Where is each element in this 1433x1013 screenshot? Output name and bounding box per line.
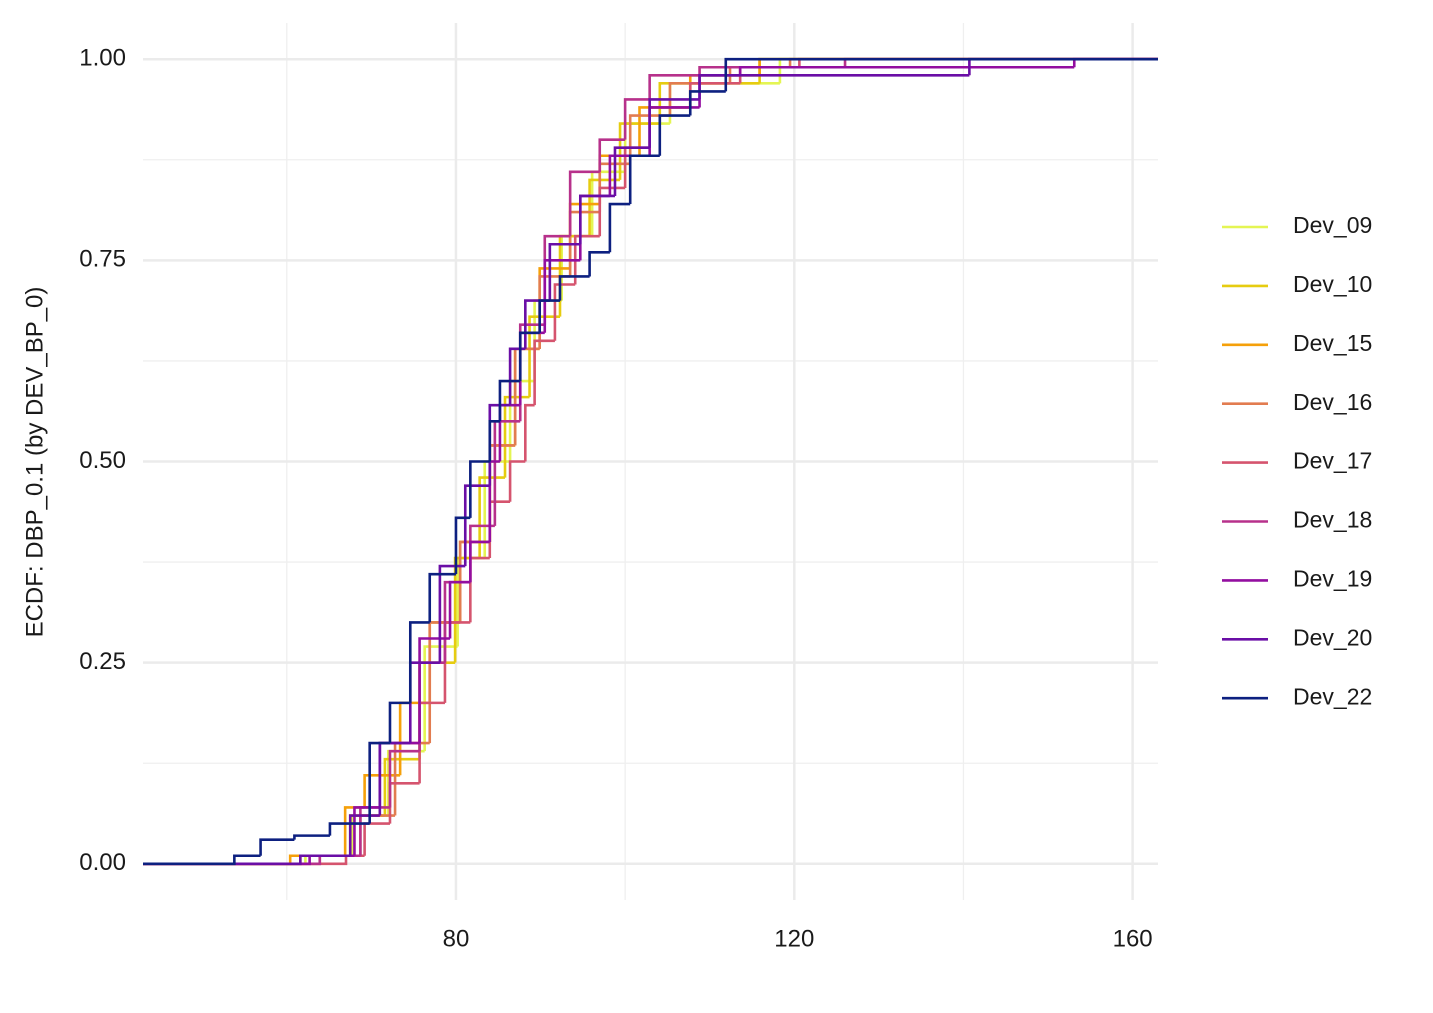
ecdf-step	[259, 838, 295, 856]
legend-label: Dev_15	[1293, 330, 1372, 356]
y-tick-label: 1.00	[79, 45, 126, 72]
ecdf-step	[548, 242, 581, 301]
ecdf-step	[448, 580, 471, 639]
ecdf-step	[688, 82, 741, 108]
ecdf-step	[293, 834, 330, 840]
series	[143, 57, 1158, 866]
ecdf-step	[598, 186, 626, 237]
ecdf-step	[488, 419, 500, 462]
ecdf-step	[383, 757, 420, 816]
ecdf-step	[533, 339, 555, 406]
ecdf-step	[568, 170, 600, 237]
ecdf-step	[724, 57, 1158, 92]
ecdf-step	[688, 90, 726, 116]
ecdf-step	[408, 621, 430, 703]
ecdf-step	[648, 98, 700, 148]
ecdf-step	[469, 524, 495, 583]
ecdf-step	[498, 379, 521, 422]
ecdf-step	[618, 122, 660, 180]
ecdf-step	[518, 331, 540, 382]
x-tick-label: 120	[774, 925, 814, 952]
ecdf-step	[428, 572, 456, 623]
ecdf-step	[143, 854, 261, 866]
ecdf-step	[328, 822, 370, 836]
ecdf-step	[598, 138, 626, 172]
legend: Dev_09 Dev_10 Dev_15 Dev_16 Dev_17 Dev_18 Dev_…	[1222, 212, 1372, 709]
ecdf-step	[738, 65, 1075, 76]
ecdf-step	[508, 460, 526, 502]
ecdf-step	[608, 202, 631, 253]
ecdf-step	[578, 194, 615, 245]
ecdf-step	[454, 516, 471, 575]
ecdf-step	[524, 403, 535, 462]
ecdf-step	[628, 154, 660, 205]
y-tick-label: 0.25	[79, 648, 126, 675]
legend-label: Dev_10	[1293, 271, 1372, 297]
ecdf-step	[658, 82, 760, 124]
legend-label: Dev_20	[1293, 624, 1372, 650]
ecdf-step	[538, 299, 560, 333]
ecdf-step	[488, 500, 511, 559]
ecdf-step	[388, 701, 411, 744]
ecdf-step	[758, 57, 1158, 84]
ecdf-step	[648, 73, 700, 100]
x-tick-label: 80	[443, 925, 470, 952]
ecdf-step	[478, 476, 506, 559]
y-axis-label: ECDF: DBP_0.1 (by DEV_BP_0)	[21, 287, 48, 638]
legend-label: Dev_22	[1293, 683, 1372, 709]
ecdf-step	[553, 283, 576, 341]
ecdf-step	[368, 741, 390, 824]
ecdf-step	[558, 275, 590, 301]
ecdf-step	[613, 146, 650, 196]
y-tick-label: 0.75	[79, 246, 126, 273]
ecdf-step	[518, 331, 545, 406]
ecdf-step	[423, 645, 458, 752]
x-tick-label: 160	[1113, 925, 1153, 952]
ecdf-step	[463, 484, 490, 567]
legend-label: Dev_19	[1293, 565, 1372, 591]
legend-label: Dev_17	[1293, 448, 1372, 474]
ecdf-step	[588, 251, 610, 277]
ecdf-step	[363, 773, 401, 808]
ecdf-step	[623, 98, 650, 140]
legend-label: Dev_16	[1293, 389, 1372, 415]
ecdf-step	[363, 822, 390, 856]
ecdf-step	[469, 556, 490, 623]
ecdf-step	[469, 460, 490, 518]
ecdf-step	[469, 540, 490, 583]
ecdf-step	[388, 749, 420, 808]
ecdf-step	[518, 323, 545, 422]
y-tick-label: 0.00	[79, 849, 126, 876]
ecdf-step	[528, 315, 560, 398]
ecdf-step	[353, 806, 380, 856]
ecdf-step	[658, 114, 691, 156]
ecdf-step	[543, 259, 581, 333]
ecdf-step	[578, 194, 610, 261]
ecdf-step	[573, 234, 600, 285]
ecdf-step	[623, 146, 650, 188]
legend-label: Dev_18	[1293, 507, 1372, 533]
legend-label: Dev_09	[1293, 212, 1372, 238]
y-tick-label: 0.50	[79, 447, 126, 474]
